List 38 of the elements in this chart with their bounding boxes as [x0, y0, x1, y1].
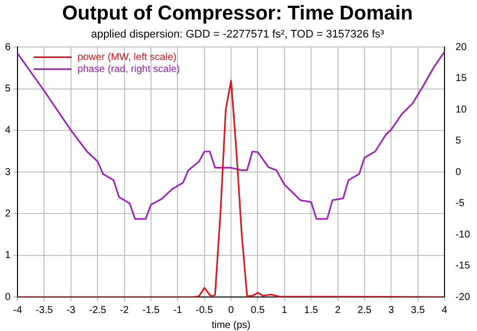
- y-tick-label: 4: [5, 125, 11, 136]
- y2-tick-label: -20: [456, 292, 470, 303]
- legend-label: power (MW, left scale): [78, 52, 176, 63]
- y-tick-label: 1: [5, 250, 11, 262]
- x-tick-label: 0: [228, 304, 234, 316]
- x-tick-label: 3.5: [410, 304, 426, 316]
- x-tick-label: -3.5: [36, 304, 54, 316]
- x-tick-label: -4: [13, 304, 22, 316]
- x-tick-label: -3: [66, 304, 76, 316]
- x-tick-label: 4: [442, 304, 448, 316]
- y2-tick-label: 0: [456, 166, 462, 178]
- y2-tick-label: 10: [456, 104, 468, 116]
- y-tick-label: 3: [5, 166, 11, 178]
- chart-subtitle: applied dispersion: GDD = -2277571 fs², TOD = 3157326 fs³: [90, 28, 384, 41]
- x-tick-label: 0.5: [250, 304, 266, 316]
- y2-tick-label: 15: [456, 73, 468, 84]
- x-tick-label: -1.5: [142, 304, 160, 316]
- x-tick-label: -1: [173, 304, 183, 316]
- x-tick-label: 3: [388, 304, 394, 316]
- legend-label: phase (rad, right scale): [78, 64, 180, 75]
- y-tick-label: 6: [5, 42, 11, 53]
- x-tick-label: -2.5: [89, 304, 107, 316]
- x-tick-label: 1: [282, 304, 288, 316]
- y2-tick-label: 5: [456, 136, 462, 147]
- y2-tick-label: -5: [456, 198, 465, 210]
- y-tick-label: 5: [5, 84, 11, 95]
- y2-tick-label: -10: [456, 229, 470, 240]
- y-tick-label: 2: [5, 208, 11, 220]
- x-tick-label: 1.5: [304, 304, 318, 316]
- y2-tick-label: 20: [456, 42, 468, 53]
- y-tick-label: 0: [5, 292, 11, 303]
- x-tick-label: 2.5: [358, 304, 372, 316]
- y2-tick-label: -15: [456, 260, 470, 272]
- x-tick-label: -0.5: [196, 304, 214, 316]
- x-tick-label: -2: [120, 304, 130, 316]
- chart-title: Output of Compressor: Time Domain: [62, 2, 413, 25]
- x-axis-title: time (ps): [212, 320, 251, 331]
- x-tick-label: 2: [335, 304, 342, 316]
